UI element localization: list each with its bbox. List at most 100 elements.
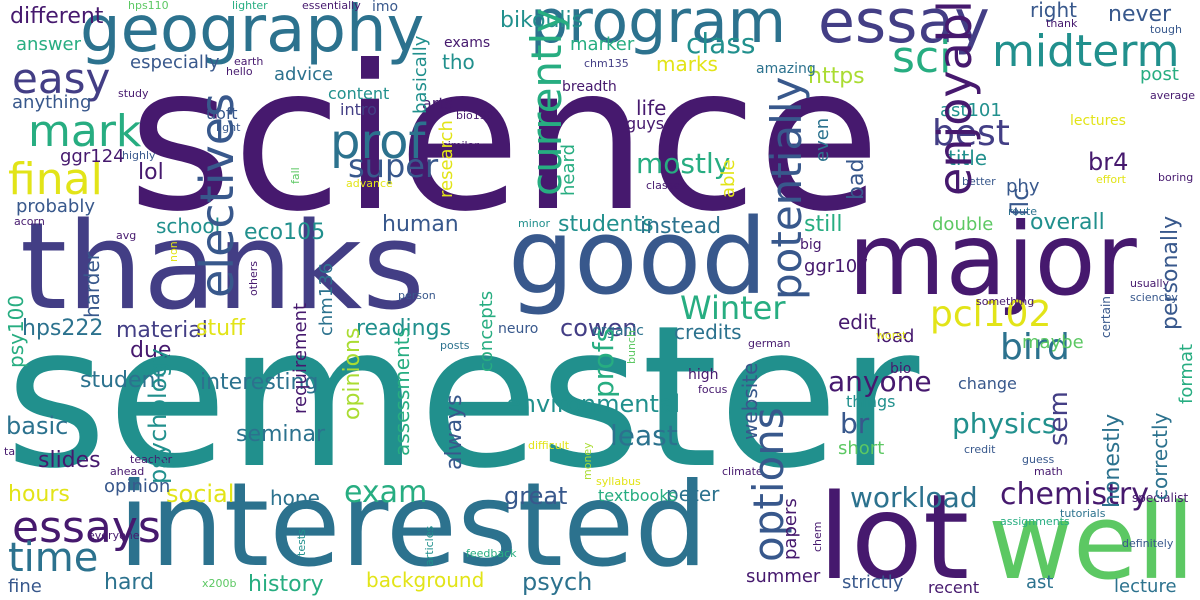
word-intro: content bbox=[328, 84, 390, 103]
word-x200b: change bbox=[958, 374, 1017, 393]
word-title: especially bbox=[130, 52, 220, 73]
word-final: final bbox=[8, 154, 103, 205]
word-marker: lol bbox=[138, 160, 164, 185]
word-syllabus: correctly bbox=[1148, 412, 1172, 500]
word-website: chm135 bbox=[584, 57, 629, 70]
word-breadth: marks bbox=[656, 52, 718, 76]
word-essay: essay bbox=[818, 0, 990, 57]
word-maybe: never bbox=[1108, 2, 1172, 27]
word-sci: sci bbox=[892, 32, 952, 83]
word-tutorials: chm136 bbox=[316, 262, 337, 336]
word-feedback: format bbox=[1176, 343, 1197, 404]
word-always: exams bbox=[444, 35, 491, 51]
word-recent: uoft bbox=[206, 104, 238, 123]
word-geography: geography bbox=[80, 0, 425, 67]
word-articles: organic bbox=[592, 323, 645, 339]
word-electives: feedback bbox=[466, 547, 517, 560]
word-climate: short bbox=[838, 438, 885, 459]
word-psy100: study bbox=[118, 87, 149, 100]
word-lecture: guys bbox=[626, 114, 665, 133]
word-psych: chemistry bbox=[1000, 477, 1150, 512]
word-br4: slides bbox=[38, 448, 101, 473]
word-acorn: bunch bbox=[625, 330, 638, 364]
word-environmental: psych bbox=[522, 568, 593, 596]
word-opinions: essentially bbox=[302, 0, 361, 12]
word-credit: textbooks bbox=[598, 486, 677, 505]
word-high: title bbox=[948, 146, 988, 170]
word-german: things bbox=[846, 392, 896, 411]
word-change: ast101 bbox=[940, 100, 1002, 121]
word-everyone: high bbox=[688, 367, 719, 383]
word-prof: prof bbox=[330, 114, 426, 170]
word-exams: sciencey bbox=[1130, 291, 1178, 304]
word-guys: marker bbox=[570, 34, 635, 55]
word-mark: mark bbox=[28, 106, 142, 157]
word-anything: double bbox=[932, 214, 994, 235]
word-potentially: syllabus bbox=[596, 475, 641, 488]
word-bunch: posts bbox=[440, 339, 470, 352]
word-ahead: big bbox=[800, 237, 822, 253]
word-neuro: math bbox=[1034, 465, 1063, 478]
word-specialist: harder bbox=[80, 251, 104, 318]
word-profs: everyone bbox=[88, 529, 140, 542]
word-better: recent bbox=[928, 578, 980, 597]
word-seminar: history bbox=[248, 572, 324, 597]
word-thanks: thanks bbox=[20, 198, 425, 337]
word-pcl102: electives bbox=[190, 93, 244, 298]
word-hours: hope bbox=[270, 486, 320, 510]
word-short: post bbox=[1140, 64, 1179, 85]
word-chemistry: super bbox=[348, 147, 439, 185]
word-correctly: advance bbox=[346, 177, 393, 190]
word-usually: requirement bbox=[290, 302, 311, 414]
word-student: hard bbox=[104, 570, 155, 595]
word-hps222: environmental bbox=[506, 390, 681, 418]
word-able: non bbox=[167, 241, 180, 262]
word-life: https bbox=[808, 64, 865, 89]
word-bad: others bbox=[247, 260, 260, 296]
word-basic: social bbox=[166, 480, 235, 508]
word-load: basic bbox=[6, 412, 69, 440]
word-bikoulis: eco105 bbox=[244, 220, 326, 245]
word-especially: human bbox=[382, 212, 459, 237]
word-bio: phy bbox=[1006, 176, 1040, 197]
word-never: probably bbox=[16, 196, 95, 217]
word-good: good bbox=[508, 196, 768, 318]
word-something: website bbox=[738, 362, 762, 440]
word-lighter: average bbox=[1150, 89, 1196, 102]
word-opinion: lectures bbox=[1070, 113, 1126, 129]
word-posts: guess bbox=[1022, 453, 1055, 466]
word-still: hours bbox=[8, 482, 70, 507]
word-history: flc bbox=[1006, 187, 1034, 216]
word-textbooks: amazing bbox=[756, 61, 816, 77]
word-imo: something bbox=[976, 295, 1035, 308]
word-instead: readings bbox=[356, 316, 452, 341]
word-chm136: hello bbox=[226, 65, 253, 78]
word-currently: articles bbox=[423, 525, 436, 566]
word-hard: sem bbox=[1044, 391, 1074, 446]
word-organic: credit bbox=[964, 443, 996, 456]
word-person: specialist bbox=[1132, 491, 1189, 505]
word-options: tests bbox=[295, 529, 308, 556]
word-tough: summer bbox=[746, 566, 821, 587]
word-tho: ggr107 bbox=[804, 256, 869, 277]
word-sciencey: assessments bbox=[390, 327, 414, 456]
word-format: minor bbox=[518, 217, 550, 230]
word-overall: hps222 bbox=[22, 316, 104, 341]
word-background: personally bbox=[1158, 215, 1183, 330]
word-due: research bbox=[436, 120, 457, 198]
word-students: stuff bbox=[196, 316, 246, 341]
word-answer: overall bbox=[1030, 210, 1105, 235]
word-ast: life bbox=[636, 96, 667, 120]
word-money: neuro bbox=[498, 321, 539, 337]
word-enjoyable: x200b bbox=[202, 577, 237, 590]
word-ggr107: cowen bbox=[560, 314, 638, 342]
word-edit: student bbox=[80, 368, 165, 393]
word-research: highly bbox=[122, 149, 156, 162]
word-strictly: arts bbox=[422, 94, 453, 113]
word-flc: teacher bbox=[130, 453, 173, 466]
word-essays: potentially bbox=[762, 76, 811, 300]
word-difficult: honestly bbox=[1100, 413, 1125, 508]
word-guess: opinion bbox=[104, 476, 171, 497]
word-arts: tho bbox=[442, 50, 475, 74]
